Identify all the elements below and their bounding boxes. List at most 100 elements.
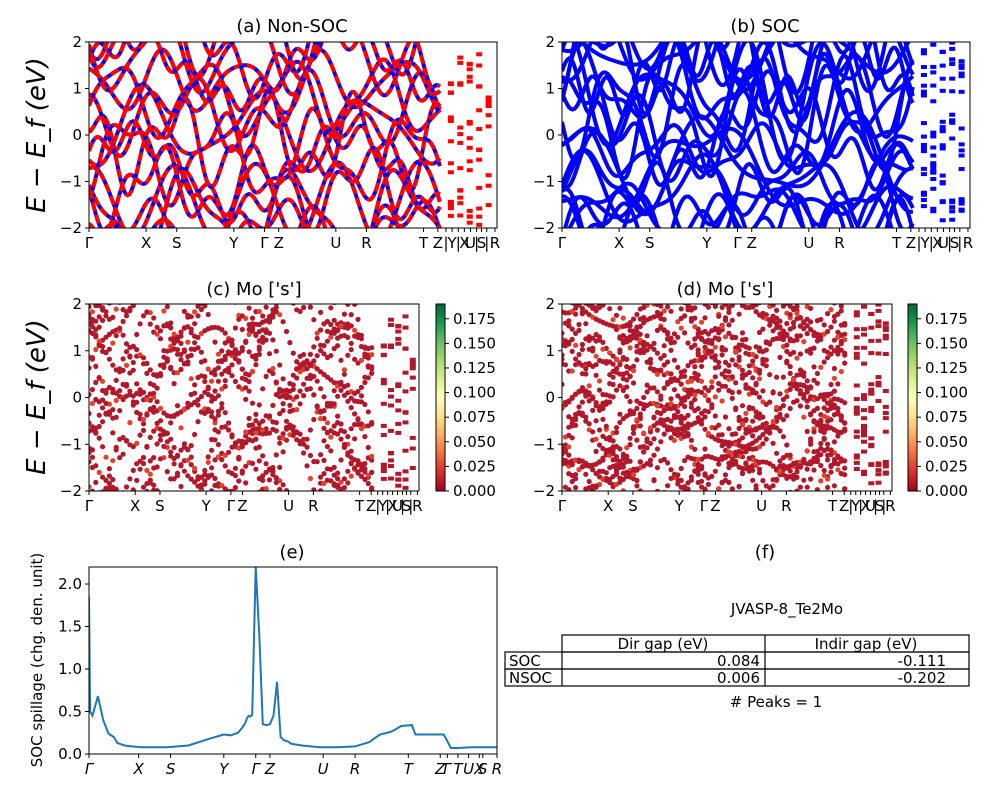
projected-point [89,420,92,426]
band-ylabel-mid: E − E_f (eV) [22,319,52,475]
projected-point [797,323,804,329]
projected-point [604,296,609,301]
projected-point [733,498,738,503]
projected-point [277,388,283,395]
projected-point [352,294,357,299]
projected-point [610,374,616,380]
projected-point [719,347,725,353]
y-tick-label: −2 [60,219,82,237]
projected-point [736,425,742,431]
projected-point [799,490,802,491]
projected-point [311,239,316,244]
projected-point [716,239,721,244]
projected-point [154,441,160,447]
projected-point [692,525,697,530]
projected-point [733,431,739,437]
projected-point [699,466,705,472]
projected-point [110,458,116,464]
projected-point [767,322,773,328]
x-tick-label: | [881,497,886,515]
projected-point [787,452,793,458]
projected-point [566,296,571,301]
projected-point [93,430,99,436]
projected-point [103,294,108,299]
projected-point [283,426,290,432]
projected-point [569,308,575,314]
projected-point [576,499,581,504]
projected-point [165,515,170,520]
projected-point [818,392,824,398]
projected-point [685,516,690,521]
projected-point [726,322,732,328]
projected-point [617,371,623,377]
projected-point [573,356,579,362]
projected-point [127,515,132,520]
projected-point [808,326,814,333]
projected-point [209,264,214,269]
projected-point [675,364,681,370]
projected-point [573,305,579,311]
projected-point [325,500,330,505]
projected-point [828,324,834,330]
projected-point [144,412,150,418]
projected-point [647,457,654,463]
projected-point [716,247,721,252]
projected-point [96,469,102,475]
projected-point [641,394,647,401]
projected-point [222,424,228,430]
colorbar-tick-label: 0.100 [925,384,968,402]
projected-point [304,525,309,530]
y-tick-label: 0 [545,389,555,407]
projected-point [723,266,728,271]
projected-point [573,391,579,397]
projected-point [794,398,800,404]
x-tick-label: T [827,497,838,515]
projected-point [93,379,99,386]
projected-point [825,418,831,424]
projected-point [842,536,847,541]
projected-point [627,408,633,414]
projected-point [668,497,673,502]
x-tick-label: | [408,497,413,515]
projected-point [811,459,817,465]
projected-point [365,375,371,381]
projected-point [117,408,123,414]
projected-point [144,309,150,315]
projected-point [570,519,575,524]
projected-point [774,374,780,380]
projected-point [780,417,787,423]
y-tick-label: −2 [533,219,555,237]
projected-point [586,392,592,398]
projected-point [716,522,721,527]
projected-point [777,295,782,300]
projected-point [801,456,807,462]
projected-point [593,436,599,442]
projected-point [811,542,816,547]
projected-point [620,356,626,362]
projected-point [280,435,286,441]
projected-point [675,393,681,399]
projected-point [771,498,776,503]
projected-point [831,460,838,466]
projected-point [655,504,660,509]
projected-point [120,332,126,338]
colorbar-tick-label: 0.025 [453,457,496,475]
projected-point [321,272,326,277]
projected-point [331,423,337,429]
projected-point [358,384,364,390]
projected-point [174,370,181,376]
projected-point [566,288,571,293]
projected-point [617,518,622,523]
projected-point [318,452,324,458]
projected-point [103,518,108,523]
projected-point [229,488,235,491]
projected-point [209,465,215,471]
projected-point [644,382,650,388]
projected-point [256,329,262,335]
projected-point [750,351,756,357]
projected-point [791,283,796,288]
projected-point [270,337,276,343]
projected-point [358,332,364,338]
projected-point [610,447,616,453]
projected-point [178,366,184,372]
